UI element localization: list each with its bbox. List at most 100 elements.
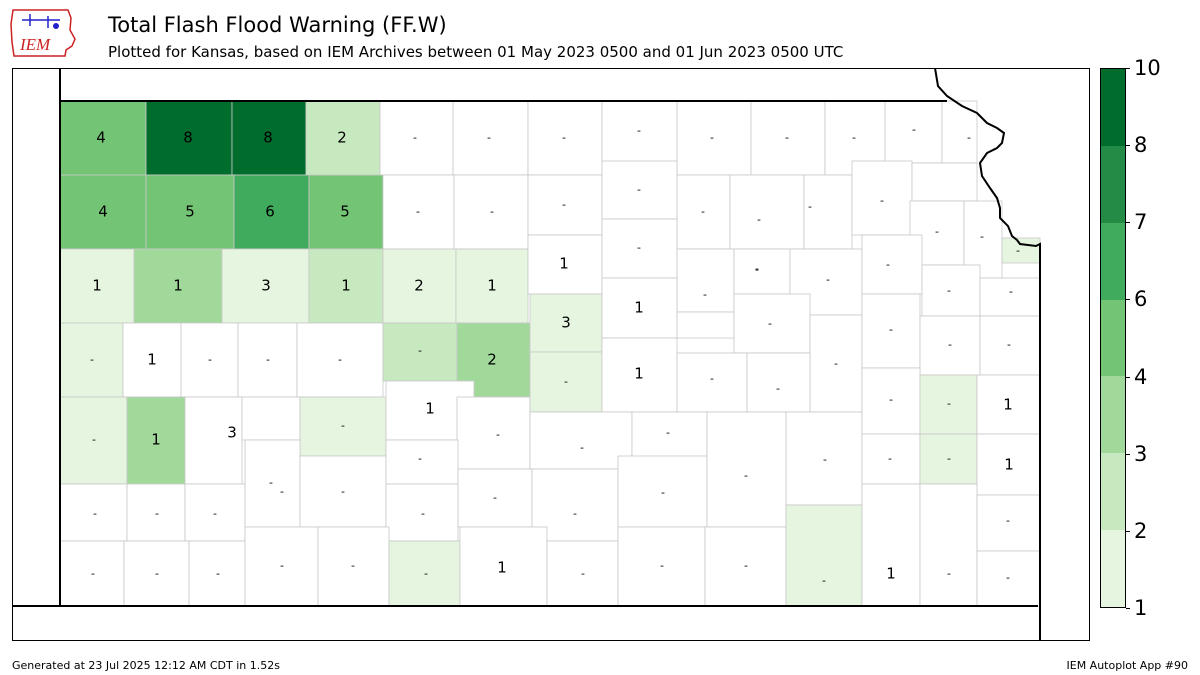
county-count-label: 8 <box>263 129 273 147</box>
county-polygon <box>976 374 1041 435</box>
footer-app: IEM Autoplot App #90 <box>1066 659 1189 672</box>
county-polygon <box>676 100 752 176</box>
colorbar <box>1100 68 1126 608</box>
county-polygon <box>317 526 390 607</box>
county-count-label: - <box>703 288 707 301</box>
colorbar-tick-label: 4 <box>1134 364 1148 389</box>
county-count-label: 1 <box>634 299 644 317</box>
colorbar-tick-mark <box>1126 68 1130 69</box>
county-polygon <box>145 174 235 250</box>
county-count-label: 1 <box>1004 456 1014 474</box>
county-count-label: - <box>213 507 217 520</box>
county-count-label: - <box>710 131 714 144</box>
county-count-label: - <box>155 567 159 580</box>
colorbar-bin <box>1101 69 1125 146</box>
county-count-label: - <box>496 428 500 441</box>
county-polygon <box>184 483 246 542</box>
colorbar-tick-mark <box>1126 376 1130 378</box>
county-count-label: - <box>1006 514 1010 527</box>
county-polygon <box>546 540 619 607</box>
county-count-label: - <box>338 353 342 366</box>
county-count-label: - <box>889 323 893 336</box>
county-count-label: 1 <box>487 277 497 295</box>
colorbar-bin <box>1101 453 1125 531</box>
county-count-label: 1 <box>886 565 896 583</box>
county-count-label: - <box>208 353 212 366</box>
county-count-label: - <box>91 567 95 580</box>
county-polygon <box>617 455 708 528</box>
county-count-label: 4 <box>98 203 108 221</box>
county-count-label: 8 <box>183 129 193 147</box>
county-polygon <box>385 483 459 542</box>
county-count-label: - <box>1016 244 1020 257</box>
county-count-label: - <box>93 507 97 520</box>
county-count-label: 1 <box>425 400 435 418</box>
county-count-label: - <box>880 194 884 207</box>
county-polygon <box>233 174 310 250</box>
county-count-label: 2 <box>414 277 424 295</box>
chart-title: Total Flash Flood Warning (FF.W) <box>108 13 447 37</box>
county-polygon <box>453 174 529 250</box>
county-count-label: - <box>418 452 422 465</box>
county-count-label: - <box>1006 571 1010 584</box>
county-polygon <box>231 100 307 176</box>
county-polygon <box>919 483 978 607</box>
county-polygon <box>803 174 853 250</box>
county-count-label: - <box>341 419 345 432</box>
county-polygon <box>385 439 459 485</box>
county-polygon <box>59 540 125 607</box>
county-polygon <box>382 322 458 382</box>
county-polygon <box>706 411 787 528</box>
county-polygon <box>382 174 455 250</box>
county-count-label: 1 <box>92 277 102 295</box>
county-count-label: - <box>888 452 892 465</box>
county-count-label: 6 <box>265 203 275 221</box>
county-count-label: - <box>424 567 428 580</box>
county-count-label: 1 <box>497 559 507 577</box>
county-count-label: - <box>757 213 761 226</box>
county-polygon <box>221 248 310 324</box>
colorbar-tick-label: 1 <box>1134 596 1148 620</box>
county-polygon <box>529 293 603 353</box>
county-polygon <box>244 439 301 528</box>
county-polygon <box>861 293 921 369</box>
county-count-label: - <box>493 491 497 504</box>
colorbar-tick-mark <box>1126 453 1130 455</box>
county-polygon <box>452 100 529 176</box>
colorbar-tick-label: 3 <box>1134 441 1148 466</box>
county-count-label: - <box>92 433 96 446</box>
county-count-label: - <box>487 131 491 144</box>
county-count-label: - <box>947 452 951 465</box>
county-count-label: 1 <box>151 431 161 449</box>
colorbar-tick-mark <box>1126 530 1130 532</box>
kansas-county-map: 4 8 8 2 - - - - - - - - - 4 5 6 5 - - - - - - - - - - - 1 1 3 1 2 1 1 - - - - -… <box>12 68 1090 641</box>
county-count-label: - <box>808 200 812 213</box>
county-polygon <box>861 483 921 607</box>
county-count-label: - <box>768 317 772 330</box>
footer-generated: Generated at 23 Jul 2025 12:12 AM CDT in… <box>12 659 280 672</box>
colorbar-tick-label: 8 <box>1134 133 1148 158</box>
colorbar-tick-label: 7 <box>1134 210 1148 235</box>
county-count-label: 2 <box>487 351 497 369</box>
county-count-label: - <box>666 426 670 439</box>
county-polygon <box>746 352 811 413</box>
county-polygon <box>921 264 981 317</box>
county-count-label: - <box>562 131 566 144</box>
county-count-label: - <box>826 273 830 286</box>
county-count-label: - <box>280 559 284 572</box>
county-polygon <box>126 396 186 485</box>
county-count-label: - <box>776 382 780 395</box>
county-count-label: - <box>421 507 425 520</box>
county-polygon <box>750 100 826 176</box>
colorbar-tick-mark <box>1126 222 1130 224</box>
county-count-label: 3 <box>561 314 571 332</box>
county-polygon <box>601 160 678 220</box>
county-count-label: 1 <box>147 351 157 369</box>
county-count-label: 1 <box>559 255 569 273</box>
county-count-label: - <box>661 486 665 499</box>
county-count-label: - <box>701 205 705 218</box>
county-count-label: 1 <box>173 277 183 295</box>
county-polygon <box>527 100 603 176</box>
county-polygon <box>729 174 805 250</box>
county-polygon <box>527 174 603 236</box>
